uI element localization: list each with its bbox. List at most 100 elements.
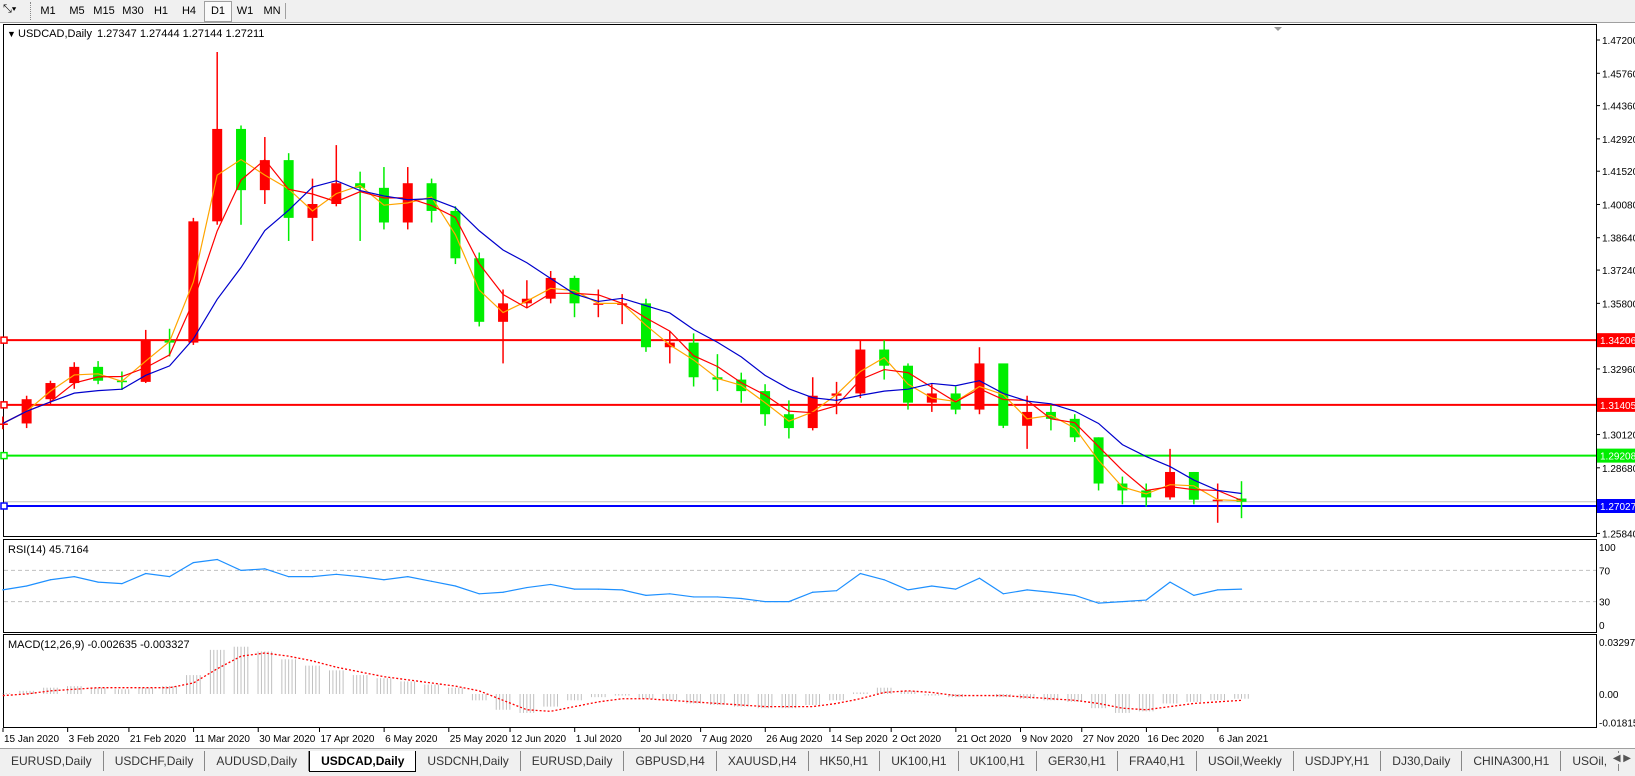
date-axis-label: 21 Feb 2020 [130, 734, 187, 745]
level-price-label: 1.27027 [1600, 502, 1635, 513]
bull-candle[interactable] [1212, 499, 1223, 502]
tab-scroll-arrows-icon[interactable]: ◀ ▶ [1612, 753, 1631, 764]
panel-frames [3, 24, 1597, 728]
level-line-handle[interactable] [0, 451, 8, 460]
level-price-tag [1597, 448, 1635, 463]
price-axis-label: 1.45760 [1602, 69, 1635, 80]
rsi-point [1169, 581, 1171, 583]
chart-tab[interactable]: XAUUSD,H4 [717, 751, 809, 771]
rsi-point [978, 577, 981, 579]
macd-axis-label: 0.032972 [1599, 638, 1635, 649]
date-axis-label: 15 Jan 2020 [4, 734, 59, 745]
price-axis-label: 1.37240 [1602, 266, 1635, 277]
price-axis-label: 1.44360 [1602, 102, 1635, 113]
date-axis-label: 17 Apr 2020 [320, 734, 374, 745]
rsi-point [1145, 599, 1147, 601]
price-axis-label: 1.35800 [1602, 299, 1635, 310]
rsi-point [2, 589, 4, 591]
macd-signal-line [2, 652, 1242, 712]
chart-tab[interactable]: HK50,H1 [809, 751, 881, 771]
timeframe-m5[interactable]: M5 [69, 5, 85, 17]
rsi-point [550, 583, 552, 586]
chart-tab[interactable]: GBPUSD,H4 [624, 751, 717, 771]
date-axis-label: 7 Aug 2020 [702, 734, 753, 745]
chart-tab[interactable]: DJ30,Daily [1381, 751, 1463, 771]
rsi-point [454, 585, 457, 587]
rsi-point [502, 591, 504, 593]
chart-title: USDCAD,Daily [18, 28, 92, 40]
chart-tab[interactable]: USDCNH,Daily [416, 751, 521, 771]
rsi-point [407, 576, 409, 578]
chart-shift-marker-icon[interactable] [1274, 27, 1282, 31]
rsi-point [931, 585, 933, 587]
rsi-axis-label: 100 [1599, 543, 1616, 554]
chart-tab[interactable]: AUDUSD,Daily [205, 751, 310, 771]
rsi-point [788, 601, 790, 603]
rsi-point [311, 576, 314, 578]
date-axis-label: 1 Jul 2020 [576, 734, 623, 745]
chart-tab[interactable]: USOil, [1561, 751, 1620, 771]
macd-axis-label: -0.01815 [1599, 719, 1635, 730]
price-axis-label: 1.47200 [1602, 36, 1635, 47]
timeframe-w1[interactable]: W1 [236, 5, 254, 17]
level-line-handle[interactable] [0, 401, 8, 409]
date-axis-label: 21 Oct 2020 [957, 734, 1012, 745]
timeframe-mn[interactable]: MN [259, 3, 286, 19]
date-axis-label: 25 May 2020 [450, 734, 508, 745]
timeframe-toolbar: ⤡▾ M1 M5 M15 M30 H1 H4 D1 W1 MN [0, 0, 1635, 23]
chart-tab[interactable]: USDCAD,Daily [309, 751, 417, 772]
level-line-handle[interactable] [0, 336, 8, 344]
chart-area[interactable]: 1.34206 1.31405 1.29208 1.27027 1.47200 1.457… [0, 0, 1635, 748]
chart-tab[interactable]: UK100,H1 [959, 751, 1037, 771]
chart-tab[interactable]: USOil,Weekly [1197, 751, 1294, 771]
chart-tab[interactable]: GER30,H1 [1037, 751, 1118, 771]
chart-tab[interactable]: UK100,H1 [880, 751, 959, 771]
chart-tools-dropdown-icon[interactable]: ⤡▾ [3, 3, 17, 15]
bull-candle[interactable] [593, 303, 604, 305]
date-axis-label: 20 Jul 2020 [640, 734, 692, 745]
chart-tab[interactable]: EURUSD,Daily [521, 751, 625, 771]
chart-tab[interactable]: FRA40,H1 [1118, 751, 1198, 771]
main-panel[interactable] [3, 24, 1597, 537]
level-price-label: 1.31405 [1600, 401, 1635, 412]
bull-candle[interactable] [0, 423, 8, 425]
rsi-point [26, 585, 28, 587]
date-axis-label: 14 Sep 2020 [831, 734, 888, 745]
rsi-point [883, 579, 885, 581]
rsi-point [288, 576, 290, 578]
timeframe-m1[interactable]: M1 [40, 5, 56, 17]
rsi-point [430, 580, 433, 582]
rsi-point [669, 593, 671, 595]
timeframe-d1[interactable]: D1 [204, 1, 232, 22]
timeframe-m30[interactable]: M30 [122, 5, 144, 17]
rsi-point [859, 572, 861, 575]
chart-tab[interactable]: CHINA300,H1 [1462, 751, 1562, 771]
chart-tab[interactable]: USDJPY,H1 [1294, 751, 1382, 771]
level-price-label: 1.34206 [1600, 336, 1635, 347]
ma-mid-line [2, 158, 1242, 501]
rsi-point [740, 597, 742, 600]
rsi-point [645, 594, 647, 596]
timeframe-h4[interactable]: H4 [181, 5, 197, 17]
timeframe-m15[interactable]: M15 [93, 5, 115, 17]
macd-panel[interactable] [3, 634, 1597, 728]
price-axis-label: 1.30120 [1602, 431, 1635, 442]
date-axis-label: 12 Jun 2020 [511, 734, 566, 745]
date-axis-label: 6 Jan 2021 [1219, 734, 1269, 745]
rsi-point [955, 588, 957, 590]
rsi-point [835, 590, 838, 592]
rsi-panel[interactable] [3, 539, 1597, 633]
rsi-point [526, 586, 528, 589]
ma-slow-line [2, 180, 1242, 495]
chart-tab[interactable]: USDCHF,Daily [104, 751, 206, 771]
rsi-point [1050, 591, 1052, 593]
level-line-handle[interactable] [0, 502, 8, 510]
rsi-point [73, 576, 75, 578]
chart-tab[interactable]: EURUSD,Daily [0, 751, 104, 771]
toolbar-grip [30, 2, 34, 20]
date-axis-label: 3 Feb 2020 [69, 734, 120, 745]
rsi-point [383, 579, 385, 581]
price-axis-label: 1.38640 [1602, 234, 1635, 245]
rsi-point [264, 568, 266, 570]
timeframe-h1[interactable]: H1 [153, 5, 169, 17]
